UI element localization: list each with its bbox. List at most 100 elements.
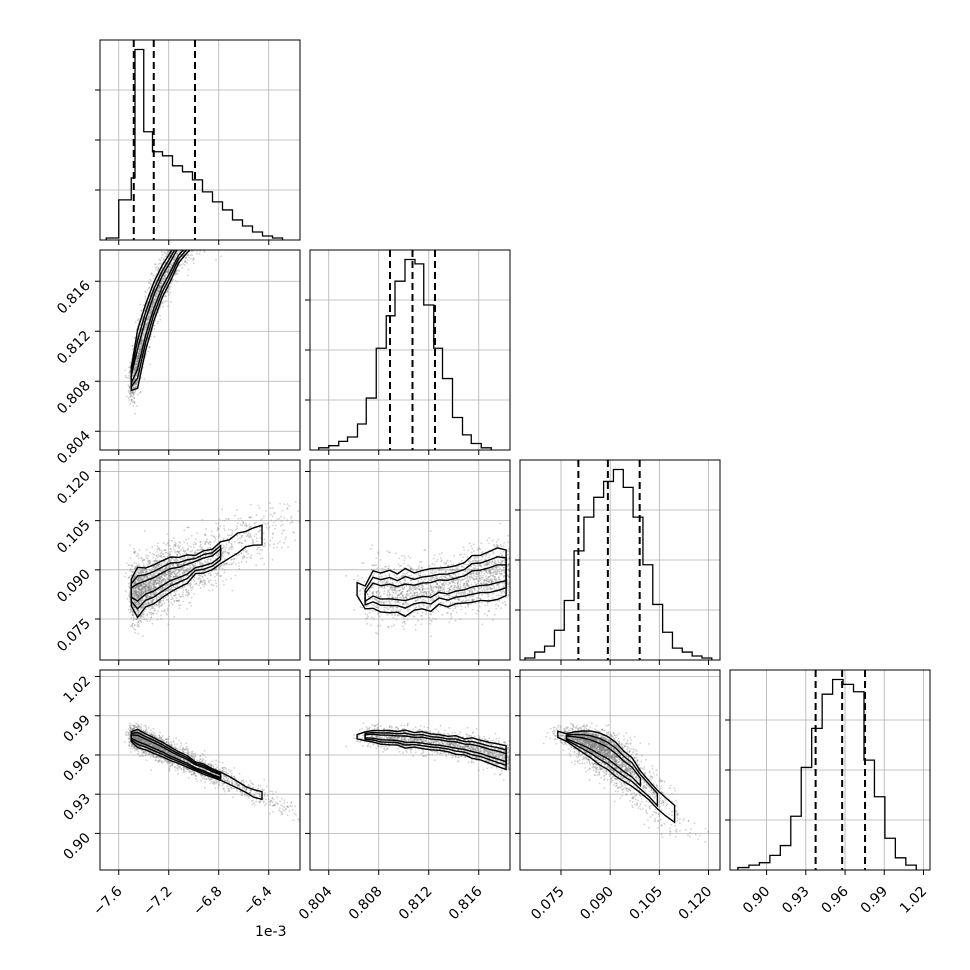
sample-point xyxy=(158,580,161,583)
sample-point xyxy=(135,573,138,576)
sample-point xyxy=(250,554,253,557)
sample-point xyxy=(231,548,233,550)
sample-point xyxy=(163,251,166,254)
density-contour xyxy=(130,250,185,384)
sample-point xyxy=(134,595,136,597)
sample-point xyxy=(169,286,172,288)
sample-point xyxy=(195,567,198,570)
sample-point xyxy=(187,591,190,594)
sample-point xyxy=(153,580,156,583)
sample-point xyxy=(201,576,204,578)
sample-point xyxy=(171,573,174,576)
sample-point xyxy=(218,518,221,521)
sample-point xyxy=(166,584,168,586)
sample-point xyxy=(153,298,156,301)
sample-point xyxy=(148,590,151,592)
sample-point xyxy=(153,609,156,612)
sample-point xyxy=(192,258,195,260)
sample-point xyxy=(166,270,168,273)
sample-point xyxy=(157,547,160,549)
sample-point xyxy=(147,585,149,587)
sample-point xyxy=(136,579,139,582)
sample-point xyxy=(132,372,135,374)
sample-point xyxy=(159,262,162,265)
sample-point xyxy=(196,532,199,535)
sample-point xyxy=(143,333,145,336)
sample-point xyxy=(164,255,166,258)
sample-point xyxy=(205,528,208,530)
sample-point xyxy=(137,587,140,589)
sample-point xyxy=(138,348,141,350)
sample-point xyxy=(151,600,154,603)
sample-point xyxy=(189,551,192,553)
sample-point xyxy=(137,578,140,581)
sample-point xyxy=(141,598,144,601)
sample-point xyxy=(153,598,156,600)
sample-point xyxy=(170,588,172,591)
sample-point xyxy=(157,290,159,293)
sample-point xyxy=(136,356,139,358)
sample-point xyxy=(165,295,168,298)
sample-point xyxy=(151,546,154,548)
sample-point xyxy=(138,352,141,355)
sample-point xyxy=(204,580,206,582)
sample-point xyxy=(233,558,236,560)
sample-point xyxy=(138,584,141,587)
sample-point xyxy=(137,595,140,598)
sample-point xyxy=(187,592,190,594)
sample-point xyxy=(131,396,134,398)
sample-point xyxy=(230,546,233,548)
sample-point xyxy=(250,525,252,528)
sample-point xyxy=(148,588,151,590)
sample-point xyxy=(199,540,202,543)
panels: 0.8040.8080.8120.8160.0750.0900.1050.120… xyxy=(54,39,931,923)
sample-point xyxy=(152,566,155,569)
sample-point xyxy=(227,553,230,555)
sample-point xyxy=(165,573,168,576)
sample-point xyxy=(142,585,145,587)
sample-point xyxy=(146,595,149,598)
sample-point xyxy=(171,581,174,583)
sample-point xyxy=(137,318,140,320)
sample-point xyxy=(193,552,196,554)
sample-point xyxy=(138,586,141,589)
sample-point xyxy=(165,592,167,594)
sample-point xyxy=(175,599,178,602)
sample-point xyxy=(134,368,136,370)
sample-point xyxy=(221,551,224,554)
sample-point xyxy=(183,541,186,544)
sample-point xyxy=(155,579,157,582)
sample-point xyxy=(162,280,165,283)
sample-point xyxy=(137,613,139,615)
sample-point xyxy=(182,586,185,589)
sample-point xyxy=(271,515,274,518)
sample-point xyxy=(185,589,187,591)
sample-point xyxy=(146,586,148,589)
sample-point xyxy=(140,588,143,591)
sample-point xyxy=(144,295,147,298)
sample-point xyxy=(208,542,210,544)
sample-point xyxy=(130,400,133,402)
sample-point xyxy=(150,310,152,313)
sample-point xyxy=(173,591,176,593)
sample-point xyxy=(216,552,219,555)
sample-point xyxy=(203,579,205,581)
sample-point xyxy=(130,398,133,401)
sample-point xyxy=(135,578,138,581)
sample-point xyxy=(150,312,152,315)
sample-point xyxy=(152,574,155,576)
sample-point xyxy=(137,593,140,595)
sample-point xyxy=(187,589,190,592)
sample-point xyxy=(146,318,149,321)
sample-point xyxy=(135,586,137,589)
sample-point xyxy=(133,606,135,609)
sample-point xyxy=(137,584,139,587)
sample-point xyxy=(147,561,150,563)
sample-point xyxy=(174,274,177,276)
sample-point xyxy=(136,357,138,360)
sample-point xyxy=(135,594,138,597)
sample-point xyxy=(177,599,180,602)
sample-point xyxy=(148,595,151,598)
sample-point xyxy=(164,596,167,599)
sample-point xyxy=(219,525,222,528)
